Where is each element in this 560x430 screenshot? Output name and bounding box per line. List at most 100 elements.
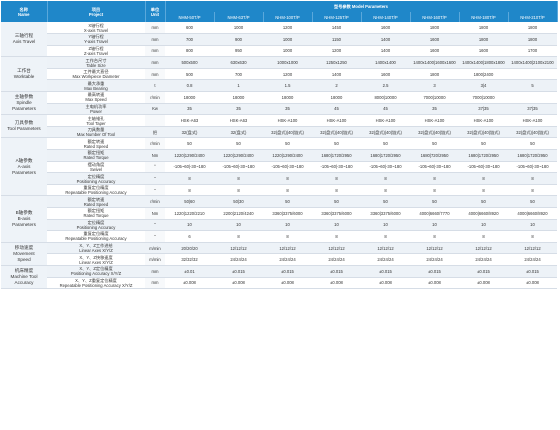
project-en: Max Bearing bbox=[84, 85, 108, 91]
unit-cell: Nm bbox=[145, 149, 165, 162]
project-cn: 刀具数量 bbox=[87, 127, 105, 133]
unit-cell bbox=[145, 114, 165, 127]
project-cn: 额定转速 bbox=[87, 196, 105, 202]
value-cell: 45 bbox=[312, 103, 361, 116]
value-cell: 18000 bbox=[214, 91, 263, 104]
model-header: NHM-63T/P bbox=[214, 12, 264, 22]
value-cell: 10 bbox=[410, 219, 459, 232]
value-cell: 7000|10000 bbox=[410, 91, 459, 104]
project-en: Repeatable Positioning Accuracy bbox=[65, 190, 127, 196]
table-row: 定位精度 Positioning Accuracy " 8 8 8 8 8 8 8 8 bbox=[1, 172, 557, 185]
group-name-en: Spindle bbox=[16, 100, 32, 106]
project-cell: X、Y、Z重复定位精度 Repeatable Positioning Accura… bbox=[47, 277, 145, 290]
value-cell: 8 bbox=[263, 172, 312, 185]
project-en: Rated Torque bbox=[83, 155, 109, 161]
project-en: Positioning Accuracy bbox=[76, 224, 116, 230]
value-cell: 37|35 bbox=[508, 103, 557, 116]
value-cell: 3|4 bbox=[459, 79, 508, 93]
project-cn: 额定扭矩 bbox=[87, 150, 105, 156]
table-row: 主电机功率 Power Kw 35 35 35 45 45 35 37|35 37|35 bbox=[1, 103, 557, 116]
value-cell: 8 bbox=[361, 172, 410, 185]
value-cell: 35 bbox=[410, 103, 459, 116]
model-header: NHM-50T/P bbox=[165, 12, 215, 22]
value-cell: 32(盘式) bbox=[214, 126, 263, 139]
project-cell: 定位精度 Positioning Accuracy bbox=[47, 172, 145, 185]
value-cell: HSK-A100 bbox=[263, 114, 312, 127]
value-cell: 8 bbox=[312, 230, 361, 243]
value-cell: 50 bbox=[312, 195, 361, 208]
value-cell: 1680|1720/2950 bbox=[459, 149, 508, 162]
project-en: Rated Torque bbox=[83, 213, 109, 219]
table-row: 重复定位精度 Repeatable Positioning Accuracy " 6 8… bbox=[1, 230, 557, 243]
value-cell: 50 bbox=[165, 137, 214, 151]
unit-cell: " bbox=[145, 230, 165, 243]
value-cell: 8 bbox=[312, 184, 361, 197]
group-name-en: Parameters bbox=[12, 222, 36, 228]
value-cell: 10 bbox=[459, 219, 508, 232]
value-cell: 50 bbox=[459, 195, 508, 208]
unit-cell: m/min bbox=[145, 242, 165, 255]
group-name-en: Movement bbox=[13, 250, 35, 256]
project-cn: 定位精度 bbox=[87, 219, 105, 225]
group-name: 主轴参数 Spindle Parameters bbox=[1, 91, 47, 116]
value-cell: 1800 bbox=[508, 22, 557, 35]
value-cell: 12/12/12 bbox=[312, 242, 361, 255]
unit-cell: r/min bbox=[145, 91, 165, 104]
model-header: NHM-125T/P bbox=[312, 12, 362, 22]
value-cell: 3360|3375/6000 bbox=[263, 207, 312, 220]
value-cell: 50 bbox=[263, 195, 312, 208]
value-cell: HSK-A100 bbox=[361, 114, 410, 127]
value-cell: 8 bbox=[410, 184, 459, 197]
value-cell: 1450 bbox=[312, 22, 361, 35]
value-cell: 1800 bbox=[459, 22, 508, 35]
value-cell: 1000 bbox=[263, 45, 312, 58]
group-name-en: Parameters bbox=[12, 106, 36, 112]
value-cell: 8 bbox=[165, 184, 214, 197]
value-cell: HSK-A63 bbox=[165, 114, 214, 127]
table-row: 最大承重 Max Bearing t 0.8 1 1.5 2 2.5 3 3|4 5 bbox=[1, 79, 557, 93]
group-name: 机床精度 Machine Tool Accuracy bbox=[1, 265, 47, 290]
project-cn: X轴行程 bbox=[88, 22, 104, 28]
value-cell: 2 bbox=[312, 79, 361, 93]
value-cell: 24/24/24 bbox=[459, 253, 508, 266]
value-cell: 50 bbox=[214, 137, 263, 151]
project-cn: 工作台尺寸 bbox=[85, 57, 107, 63]
project-cn: 最大承重 bbox=[87, 80, 105, 86]
value-cell: 24/24/24 bbox=[214, 253, 263, 266]
model-row: NHM-50T/P NHM-63T/P NHM-100T/P NHM-125T/P NH… bbox=[1, 12, 558, 22]
project-en: Table Size bbox=[86, 62, 106, 68]
value-cell: ±0.015 bbox=[410, 265, 459, 278]
value-cell: 35 bbox=[214, 103, 263, 116]
value-cell: 50 bbox=[312, 137, 361, 151]
value-cell: -105~60|-30~180 bbox=[361, 161, 410, 174]
value-cell: 18000 bbox=[263, 91, 312, 104]
group-name-en: A-axis bbox=[17, 163, 31, 169]
value-cell: 10 bbox=[508, 219, 557, 232]
unit-cell: 把 bbox=[145, 126, 165, 139]
value-cell: ±0.015 bbox=[214, 265, 263, 278]
value-cell: 1800 bbox=[410, 68, 459, 81]
value-cell: 1680|1720/2950 bbox=[361, 149, 410, 162]
value-cell: 1250x1250 bbox=[312, 56, 361, 69]
project-en: Linear Axes X/Y/Z bbox=[79, 259, 113, 265]
value-cell: 1680|720/2950 bbox=[410, 149, 459, 162]
value-cell: 24/24/24 bbox=[312, 253, 361, 266]
project-cell: 额定转速 Rated Speed bbox=[47, 195, 145, 208]
value-cell: 12/12/12 bbox=[410, 242, 459, 255]
table-row: B轴参数 B-axis Parameters 额定转速 Rated Speed r/min… bbox=[1, 195, 557, 243]
value-cell: 1200 bbox=[312, 45, 361, 58]
value-cell: 1600 bbox=[361, 68, 410, 81]
value-cell: 50 bbox=[361, 137, 410, 151]
value-cell: HSK-A63 bbox=[214, 114, 263, 127]
unit-cell: r/min bbox=[145, 137, 165, 151]
project-en: Tool Taper bbox=[86, 120, 106, 126]
value-cell: -105~60|-30~180 bbox=[263, 161, 312, 174]
value-cell: 10 bbox=[312, 219, 361, 232]
value-cell: 1680|1720/2950 bbox=[508, 149, 557, 162]
project-en: Positioning Accuracy X/Y/Z bbox=[70, 271, 122, 277]
value-cell: 8 bbox=[410, 230, 459, 243]
project-en: Swivel bbox=[89, 166, 103, 172]
value-cell: HSK-A100 bbox=[312, 114, 361, 127]
project-cell: X、Y、Z快移速度 Linear Axes X/Y/Z bbox=[47, 253, 145, 266]
unit-cell: Kw bbox=[145, 103, 165, 116]
